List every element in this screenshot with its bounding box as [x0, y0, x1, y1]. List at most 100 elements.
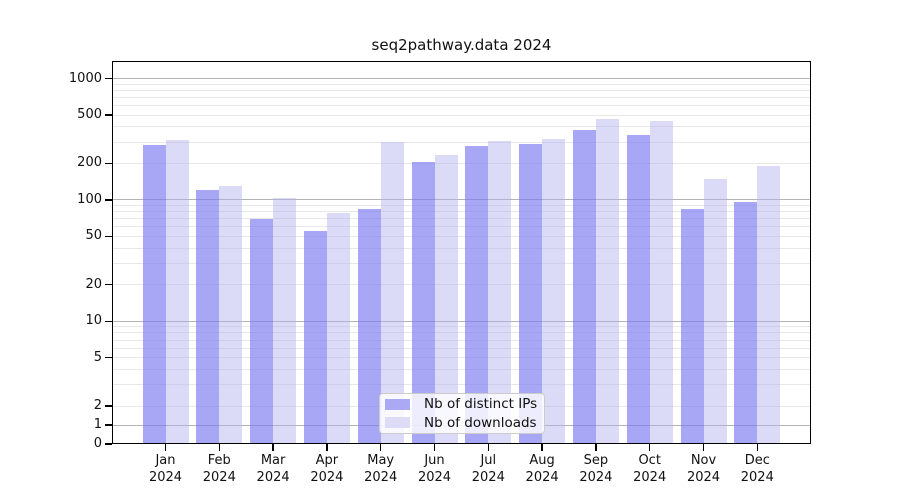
bar-distinct-ips: [250, 218, 274, 444]
bar-distinct-ips: [626, 135, 650, 444]
x-axis-tick-label: Oct 2024: [633, 453, 667, 485]
y-axis-tick: [105, 114, 112, 116]
bar-downloads: [326, 213, 350, 444]
bar-distinct-ips: [303, 231, 327, 444]
gridline-minor: [113, 357, 810, 359]
gridline-minor: [113, 326, 810, 328]
legend-item-downloads: Nb of downloads: [380, 415, 544, 431]
x-axis-tick: [756, 444, 759, 451]
y-axis-tick: [105, 320, 112, 322]
bar-downloads: [649, 120, 673, 444]
gridline-major: [113, 320, 810, 322]
gridline-minor: [113, 332, 810, 334]
y-axis-tick-label: 10: [85, 313, 102, 329]
bar-downloads: [488, 141, 512, 444]
gridline-major: [113, 199, 810, 201]
bar-distinct-ips: [680, 209, 704, 444]
gridline-minor: [113, 339, 810, 341]
x-axis-tick: [595, 444, 597, 451]
y-axis-tick: [105, 284, 112, 286]
bar-downloads: [757, 166, 781, 444]
gridline-minor: [113, 218, 810, 220]
x-axis-tick-label: May 2024: [364, 453, 398, 485]
gridline-minor: [113, 211, 810, 213]
y-axis-tick: [105, 405, 112, 407]
legend-label-downloads: Nb of downloads: [424, 414, 537, 431]
y-axis-tick: [105, 443, 112, 445]
gridline-major: [113, 78, 810, 80]
gridline-minor: [113, 83, 810, 85]
bar-downloads: [434, 154, 458, 444]
chart-title: seq2pathway.data 2024: [371, 36, 552, 54]
y-axis-tick-label: 20: [85, 276, 102, 292]
bar-downloads: [219, 186, 243, 444]
bar-distinct-ips: [519, 143, 543, 444]
x-axis-tick: [326, 444, 328, 451]
legend: Nb of distinct IPs Nb of downloads: [379, 393, 545, 434]
x-axis-tick-label: Sep 2024: [579, 453, 613, 485]
gridline-minor: [113, 162, 810, 164]
y-axis-tick-label: 5: [93, 349, 102, 365]
bar-distinct-ips: [734, 202, 758, 444]
x-axis-tick: [433, 444, 436, 451]
gridline-minor: [113, 347, 810, 349]
x-axis-tick-label: Jul 2024: [471, 453, 505, 485]
bar-downloads: [165, 140, 189, 444]
gridline-minor: [113, 89, 810, 91]
legend-swatch-distinct-ips: [385, 398, 410, 410]
y-axis-tick: [105, 199, 112, 201]
gridline-minor: [113, 368, 810, 370]
gridline-minor: [113, 247, 810, 249]
y-axis-tick-label: 100: [77, 191, 102, 207]
bar-distinct-ips: [411, 162, 435, 444]
x-axis-tick: [164, 444, 167, 451]
bar-distinct-ips: [142, 144, 166, 444]
x-axis-tick-label: Feb 2024: [202, 453, 236, 485]
bar-downloads: [273, 198, 297, 444]
bar-distinct-ips: [465, 146, 489, 444]
x-axis-tick-label: Apr 2024: [310, 453, 344, 485]
x-axis-tick: [541, 444, 543, 451]
gridline-minor: [113, 284, 810, 286]
bar-distinct-ips: [572, 130, 596, 444]
y-axis-tick-label: 200: [77, 155, 102, 171]
bar-downloads: [703, 178, 727, 444]
x-axis-tick: [218, 444, 221, 451]
gridline-minor: [113, 126, 810, 128]
bar-downloads: [595, 118, 619, 444]
x-axis-tick: [272, 444, 274, 451]
gridline-minor: [113, 204, 810, 206]
y-axis-tick: [105, 357, 112, 359]
legend-label-distinct-ips: Nb of distinct IPs: [424, 396, 538, 413]
gridline-minor: [113, 114, 810, 116]
legend-item-distinct-ips: Nb of distinct IPs: [380, 396, 544, 412]
y-axis-tick-label: 50: [85, 228, 102, 244]
bar-downloads: [380, 142, 404, 444]
x-axis-tick: [702, 444, 705, 451]
y-axis-tick-label: 1: [93, 417, 102, 432]
bar-downloads: [542, 138, 566, 444]
x-axis-tick: [648, 444, 651, 451]
x-axis-tick-label: Aug 2024: [525, 453, 559, 485]
x-axis-tick-label: Jan 2024: [148, 453, 183, 485]
gridline-minor: [113, 96, 810, 98]
y-axis-tick-label: 1000: [68, 70, 102, 86]
y-axis-tick: [105, 235, 112, 238]
legend-swatch-downloads: [385, 417, 410, 429]
bar-distinct-ips: [196, 190, 220, 444]
x-axis-tick: [487, 444, 490, 451]
gridline-minor: [113, 226, 810, 228]
y-axis-tick-label: 2: [93, 398, 102, 413]
x-axis-tick: [379, 444, 382, 451]
x-axis-tick-label: Mar 2024: [256, 453, 290, 485]
gridline-minor: [113, 235, 810, 237]
bar-distinct-ips: [357, 209, 381, 444]
y-axis-tick-label: 500: [77, 107, 102, 123]
y-axis-tick: [105, 77, 112, 80]
x-axis-tick-label: Dec 2024: [740, 453, 774, 485]
gridline-minor: [113, 105, 810, 107]
gridline-minor: [113, 262, 810, 264]
y-axis-tick: [105, 162, 112, 165]
